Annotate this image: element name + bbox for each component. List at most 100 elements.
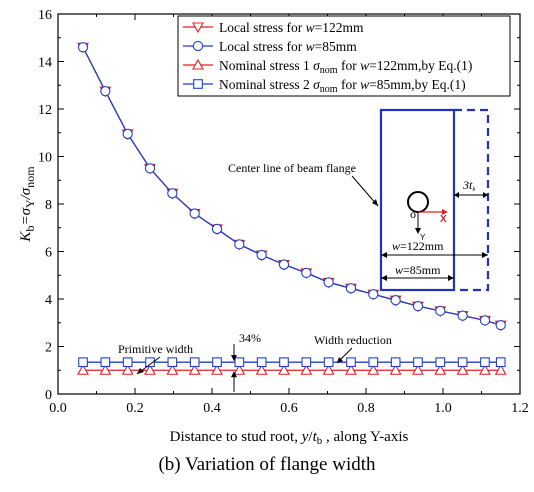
dim-arrow — [448, 275, 454, 281]
tb-label: 3tb — [462, 178, 475, 193]
legend-marker — [192, 58, 204, 70]
data-point — [389, 364, 402, 375]
x-axis-letter: X — [440, 214, 447, 225]
data-point — [278, 259, 290, 270]
leader-arrowhead — [372, 199, 378, 206]
inset-diagram: o X Yw=122mm w=85mm 3tb — [379, 108, 490, 292]
legend-label: Nominal stress 1 σnom for w=122mm,by Eq.… — [219, 58, 472, 76]
data-point — [77, 364, 89, 375]
y-arrowhead — [415, 228, 421, 234]
data-point — [279, 357, 289, 368]
data-point — [256, 249, 267, 261]
data-point — [122, 128, 133, 140]
data-point — [345, 364, 357, 375]
data-point — [278, 364, 290, 375]
data-point — [78, 357, 88, 368]
legend-entry-3: Nominal stress 1 σnom for w=122mm,by Eq.… — [183, 58, 472, 76]
legend-entry-2: Local stress for w=85mm — [183, 39, 357, 54]
chart: 0.0 0.2 0.4 0.6 0.8 1.0 1.2 0 2 4 6 8 10 12 14 16 o X Yw=… — [18, 8, 529, 447]
data-point — [323, 277, 334, 288]
legend-label: Local stress for w=122mm — [219, 20, 364, 35]
dim-arrow — [381, 275, 387, 281]
data-point — [301, 267, 312, 279]
data-point — [457, 310, 468, 321]
data-point — [345, 283, 357, 294]
data-point — [121, 364, 134, 375]
x-tick-label: 0.4 — [203, 401, 221, 416]
data-point — [77, 42, 89, 53]
legend-label: Local stress for w=85mm — [219, 39, 357, 54]
data-point — [367, 364, 380, 375]
data-point — [212, 357, 222, 368]
data-point — [301, 357, 312, 368]
x-tick-label: 0.6 — [280, 401, 298, 416]
center-line-label: Center line of beam flange — [228, 161, 356, 175]
legend-marker — [192, 40, 204, 52]
data-point — [346, 357, 356, 368]
percent-label: 34% — [239, 331, 261, 345]
x-tick-label: 0.0 — [49, 401, 67, 416]
y-tick-label: 8 — [45, 198, 52, 213]
data-point — [300, 364, 313, 375]
legend-label: Nominal stress 2 σnom for w=85mm,by Eq.(… — [219, 77, 466, 95]
series-3 — [77, 364, 507, 375]
leader-arrowhead — [337, 357, 343, 363]
data-point — [256, 357, 267, 368]
data-point — [390, 295, 401, 306]
x-tick-label: 1.2 — [511, 401, 529, 416]
data-point — [99, 364, 112, 375]
data-point — [189, 208, 200, 219]
width-reduction-label: Width reduction — [314, 333, 392, 347]
data-point — [122, 357, 133, 368]
series-2 — [77, 42, 506, 331]
x-tick-label: 0.2 — [126, 401, 144, 416]
y-tick-label: 12 — [38, 103, 52, 118]
data-point — [323, 357, 334, 368]
percent-arrowhead — [231, 355, 237, 362]
dim-arrow — [381, 252, 387, 258]
x-tick-label: 1.0 — [434, 401, 452, 416]
data-point — [234, 239, 245, 250]
data-point — [495, 357, 506, 368]
data-point — [368, 289, 379, 300]
y-tick-label: 16 — [38, 8, 52, 23]
data-point — [145, 357, 155, 368]
data-point — [435, 305, 446, 317]
axis-titles: Distance to stud root, y/tb , along Y-ax… — [18, 166, 409, 447]
w85-label: w=85mm — [395, 263, 441, 277]
x-arrowhead — [442, 209, 448, 215]
y-tick-label: 0 — [45, 388, 52, 403]
data-point — [434, 364, 447, 375]
data-point — [211, 223, 223, 235]
data-point — [255, 364, 268, 375]
center-line-leader — [351, 175, 379, 207]
data-point — [479, 315, 491, 326]
figure-caption: (b) Variation of flange width — [158, 454, 376, 475]
w122-label: w=122mm — [392, 239, 444, 253]
data-point — [144, 163, 156, 174]
y-tick-label: 14 — [38, 56, 52, 71]
data-point — [234, 357, 245, 368]
data-point — [368, 357, 379, 368]
data-point — [211, 364, 223, 375]
data-point — [494, 364, 507, 375]
legend-marker — [192, 22, 204, 34]
x-tick-label: 0.8 — [357, 401, 375, 416]
annotations: Center line of beam flange Primitive widt… — [118, 161, 392, 392]
data-point — [189, 357, 200, 368]
flange-w122-dashed — [454, 108, 490, 292]
data-point — [435, 357, 446, 368]
data-point — [495, 319, 506, 331]
data-point — [167, 357, 178, 368]
dim-arrow — [483, 192, 488, 198]
data-point — [233, 364, 246, 375]
data-point — [480, 357, 490, 368]
series-4 — [78, 357, 506, 368]
y-tick-label: 4 — [45, 293, 52, 308]
legend-entry-1: Local stress for w=122mm — [183, 20, 364, 35]
data-point — [322, 364, 335, 375]
y-axis-letter: Y — [420, 233, 426, 242]
leader-arrowhead — [137, 368, 144, 374]
origin-label: o — [410, 207, 416, 221]
dim-arrow — [482, 252, 488, 258]
